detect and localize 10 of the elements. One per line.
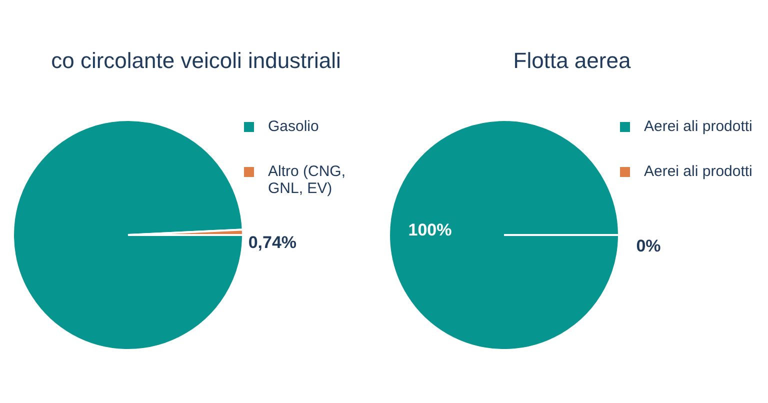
- legend-label: Aerei ali prodotti: [644, 118, 752, 135]
- text: 0%: [636, 236, 661, 256]
- pie-slice: [12, 119, 244, 351]
- chart-title: Flotta aerea: [512, 48, 632, 74]
- legend-label: Gasolio: [268, 118, 319, 135]
- legend-label: Altro (CNG, GNL, EV): [268, 163, 347, 197]
- data-label: 0,74%: [248, 233, 297, 252]
- data-label: 100%: [408, 220, 452, 240]
- chart-title: co circolante veicoli industriali: [50, 48, 342, 74]
- legend-label: Aerei ali prodotti: [644, 163, 752, 180]
